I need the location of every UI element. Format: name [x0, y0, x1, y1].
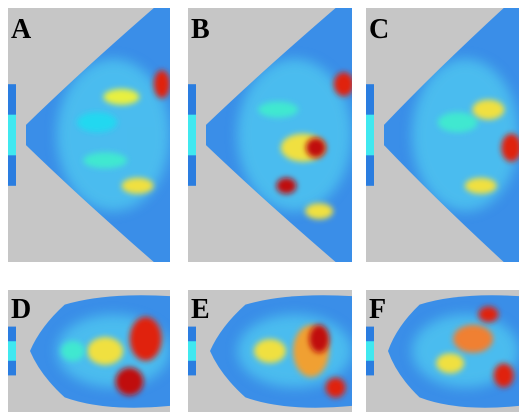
inlet-core [188, 341, 196, 361]
inlet-core [366, 115, 374, 156]
plume-detail [412, 59, 519, 211]
hot-spot [87, 337, 123, 365]
hot-spot [326, 378, 346, 398]
hot-spot [83, 152, 127, 168]
panel-label: B [191, 14, 210, 45]
plume-glow [412, 59, 519, 211]
panel [188, 290, 352, 412]
hot-spot [334, 72, 354, 96]
hot-spot [276, 178, 296, 194]
panel [188, 8, 354, 262]
inlet-core [366, 341, 374, 361]
page: ABCDEF (() => { const data = JSON.parse(… [0, 0, 519, 420]
panel [8, 290, 170, 412]
inlet-core [8, 341, 16, 361]
hot-spot [478, 306, 498, 322]
inlet-core [188, 115, 196, 156]
hot-spot [438, 112, 478, 132]
hot-spot [305, 203, 333, 219]
hot-spot [436, 353, 464, 373]
panel-label: F [369, 294, 386, 325]
hot-spot [130, 317, 162, 361]
plume-glow [57, 59, 170, 211]
panel-label: E [191, 294, 210, 325]
hot-spot [103, 89, 139, 105]
panel [366, 290, 519, 412]
hot-spot [77, 112, 117, 132]
hot-spot [306, 138, 326, 158]
hot-spot [494, 363, 514, 387]
hot-spot [122, 178, 154, 194]
inlet-core [8, 115, 16, 156]
panel [8, 8, 170, 262]
figure: A B C D E F [0, 0, 519, 420]
panel-label: C [369, 14, 389, 45]
panel [366, 8, 519, 262]
panel-label: A [11, 14, 32, 45]
panel-label: D [11, 294, 31, 325]
hot-spot [309, 325, 329, 353]
hot-spot [116, 368, 144, 396]
hot-spot [472, 100, 504, 120]
hot-spot [154, 70, 170, 98]
hot-spot [453, 325, 493, 353]
hot-spot [61, 341, 85, 361]
plume-detail [57, 59, 170, 211]
hot-spot [465, 178, 497, 194]
hot-spot [254, 339, 286, 363]
hot-spot [258, 102, 298, 118]
